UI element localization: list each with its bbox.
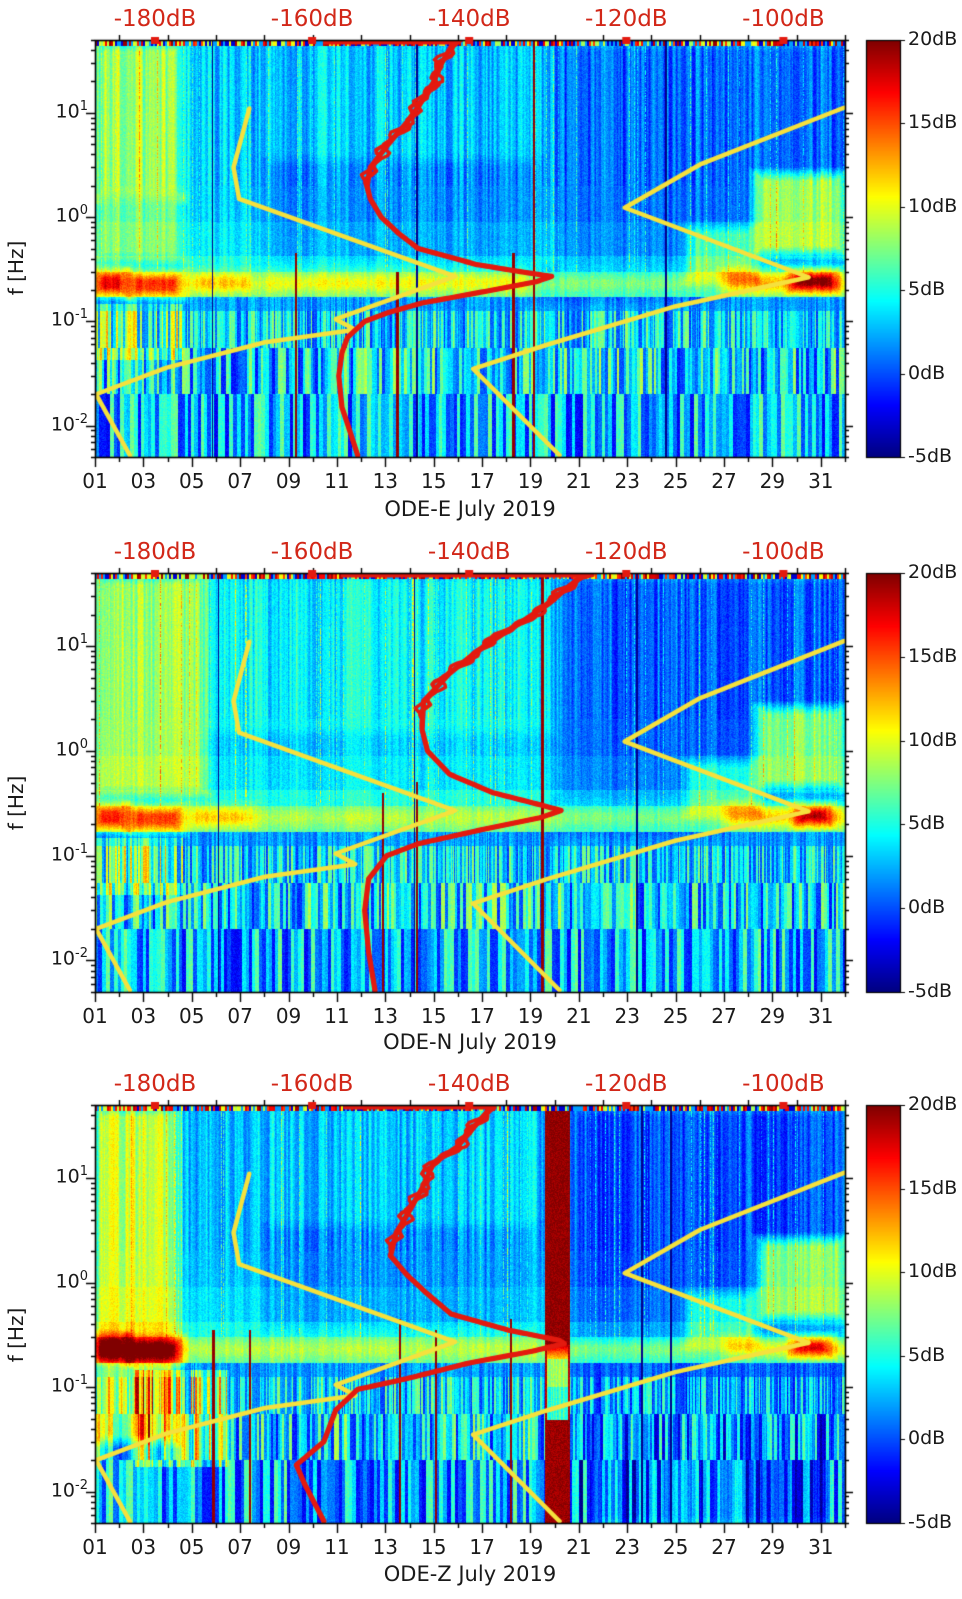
x-tick-label: 29 bbox=[759, 469, 786, 493]
x-tick-label: 29 bbox=[759, 1004, 786, 1028]
x-tick-label: 13 bbox=[372, 469, 399, 493]
top-axis-db-label: -180dB bbox=[113, 539, 197, 565]
colorbar-tick-label: 0dB bbox=[908, 896, 946, 919]
colorbar-tick-label: 5dB bbox=[908, 278, 946, 301]
x-tick-label: 05 bbox=[179, 1004, 205, 1028]
top-axis-db-label: -160dB bbox=[270, 6, 354, 32]
y-tick-label: 10-2 bbox=[50, 411, 88, 435]
x-tick-label: 11 bbox=[324, 469, 350, 493]
top-axis-db-label: -120dB bbox=[585, 6, 668, 32]
y-tick-label: 100 bbox=[55, 736, 88, 761]
x-tick-label: 25 bbox=[662, 469, 689, 493]
x-tick-label: 07 bbox=[227, 1535, 253, 1559]
x-tick-label: 01 bbox=[82, 1004, 108, 1028]
top-axis-db-label: -100dB bbox=[742, 1071, 825, 1097]
x-tick-label: 19 bbox=[517, 1535, 544, 1559]
colorbar-tick-label: 20dB bbox=[908, 28, 958, 50]
colorbar-tick-label: 10dB bbox=[908, 194, 958, 217]
y-tick-label: 101 bbox=[55, 632, 88, 656]
x-tick-label: 27 bbox=[711, 1004, 737, 1028]
x-tick-label: 23 bbox=[614, 1535, 640, 1559]
colorbar-tick-label: 20dB bbox=[908, 561, 958, 583]
x-tick-label: 07 bbox=[227, 469, 253, 493]
x-tick-label: 27 bbox=[711, 469, 737, 493]
x-tick-label: 21 bbox=[566, 1004, 592, 1028]
x-tick-label: 05 bbox=[179, 1535, 205, 1559]
x-tick-label: 31 bbox=[808, 1004, 834, 1028]
top-axis-db-label: -140dB bbox=[427, 1071, 511, 1097]
y-tick-label: 101 bbox=[55, 1164, 88, 1188]
x-tick-label: 25 bbox=[662, 1004, 689, 1028]
x-tick-label: 01 bbox=[82, 1535, 108, 1559]
x-tick-label: 21 bbox=[566, 469, 592, 493]
x-tick-label: 07 bbox=[227, 1004, 253, 1028]
x-tick-label: 17 bbox=[469, 469, 495, 493]
top-axis-db-label: -140dB bbox=[427, 6, 511, 32]
colorbar-tick-label: 5dB bbox=[908, 1343, 946, 1366]
y-tick-label: 10-2 bbox=[50, 1477, 88, 1501]
top-axis-db-label: -140dB bbox=[427, 539, 511, 565]
x-tick-label: 27 bbox=[711, 1535, 737, 1559]
colorbar-tick-label: 5dB bbox=[908, 812, 946, 835]
y-tick-label: 10-1 bbox=[50, 1373, 88, 1397]
colorbar-tick-label: 15dB bbox=[908, 111, 958, 134]
top-axis-db-label: -160dB bbox=[270, 1071, 354, 1097]
x-tick-label: 25 bbox=[662, 1535, 689, 1559]
x-tick-label: 17 bbox=[469, 1535, 495, 1559]
x-tick-label: 01 bbox=[82, 469, 108, 493]
top-axis-db-label: -180dB bbox=[113, 1071, 197, 1097]
x-tick-label: 31 bbox=[808, 469, 834, 493]
top-axis-db-label: -100dB bbox=[742, 539, 825, 565]
colorbar-tick-label: -5dB bbox=[908, 445, 953, 467]
colorbar-tick-label: 10dB bbox=[908, 1260, 958, 1283]
x-tick-label: 03 bbox=[130, 1535, 157, 1559]
top-axis-db-label: -120dB bbox=[585, 1071, 668, 1097]
x-tick-label: 29 bbox=[759, 1535, 786, 1559]
x-tick-label: 09 bbox=[275, 1004, 302, 1028]
x-tick-label: 09 bbox=[275, 1535, 302, 1559]
panel-title-ode-n: ODE-N July 2019 bbox=[383, 1030, 557, 1054]
panel-title-ode-e: ODE-E July 2019 bbox=[384, 497, 556, 521]
x-tick-label: 03 bbox=[130, 469, 157, 493]
x-tick-label: 15 bbox=[420, 1004, 447, 1028]
y-tick-label: 101 bbox=[55, 98, 88, 123]
y-tick-label: 10-1 bbox=[50, 841, 88, 866]
colorbar-tick-label: -5dB bbox=[908, 1511, 953, 1533]
colorbar-tick-label: 0dB bbox=[908, 361, 946, 384]
top-axis-db-label: -160dB bbox=[270, 539, 354, 565]
y-tick-label: 10-1 bbox=[50, 307, 88, 331]
colorbar-tick-label: 15dB bbox=[908, 644, 958, 667]
x-tick-label: 23 bbox=[614, 1004, 640, 1028]
x-tick-label: 15 bbox=[420, 469, 447, 493]
x-tick-label: 13 bbox=[372, 1004, 399, 1028]
x-tick-label: 31 bbox=[808, 1535, 834, 1559]
colorbar-tick-label: 10dB bbox=[908, 728, 958, 751]
x-tick-label: 05 bbox=[179, 469, 205, 493]
top-axis-db-label: -120dB bbox=[585, 539, 668, 565]
panel-title-ode-z: ODE-Z July 2019 bbox=[383, 1562, 557, 1586]
top-axis-db-label: -180dB bbox=[113, 6, 197, 32]
colorbar-tick-label: 20dB bbox=[908, 1093, 958, 1115]
colorbar-tick-label: 0dB bbox=[908, 1427, 946, 1450]
y-tick-label: 100 bbox=[55, 1268, 88, 1292]
x-tick-label: 19 bbox=[517, 469, 544, 493]
top-axis-db-label: -100dB bbox=[742, 6, 825, 32]
x-tick-label: 11 bbox=[324, 1004, 350, 1028]
x-tick-label: 19 bbox=[517, 1004, 544, 1028]
x-tick-label: 21 bbox=[566, 1535, 592, 1559]
y-tick-label: 100 bbox=[55, 203, 88, 227]
x-tick-label: 17 bbox=[469, 1004, 495, 1028]
x-tick-label: 15 bbox=[420, 1535, 447, 1559]
x-tick-label: 03 bbox=[130, 1004, 157, 1028]
x-tick-label: 11 bbox=[324, 1535, 350, 1559]
x-tick-label: 13 bbox=[372, 1535, 399, 1559]
x-tick-label: 23 bbox=[614, 469, 640, 493]
colorbar-tick-label: 15dB bbox=[908, 1176, 958, 1199]
colorbar-tick-label: -5dB bbox=[908, 980, 953, 1002]
y-tick-label: 10-2 bbox=[50, 946, 88, 970]
x-tick-label: 09 bbox=[275, 469, 302, 493]
